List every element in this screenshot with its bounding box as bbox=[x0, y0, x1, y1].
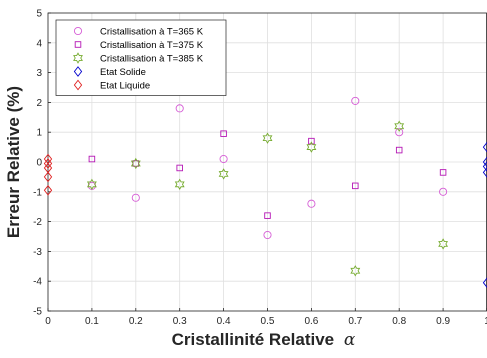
x-axis-symbol: α bbox=[344, 330, 356, 350]
legend-entry: Cristallisation à T=385 K bbox=[73, 52, 204, 64]
y-tick-label: -4 bbox=[33, 277, 42, 288]
data-point bbox=[394, 120, 405, 132]
data-point bbox=[176, 164, 183, 172]
x-axis-label: Cristallinité Relative bbox=[172, 330, 335, 349]
data-point bbox=[395, 128, 404, 137]
x-tick-label: 0 bbox=[45, 316, 51, 327]
x-tick-label: 1 bbox=[484, 316, 487, 327]
data-point bbox=[131, 193, 140, 202]
data-point bbox=[262, 132, 273, 144]
legend-marker bbox=[73, 66, 83, 77]
data-point bbox=[439, 169, 447, 176]
data-point bbox=[43, 171, 53, 183]
y-tick-label: -5 bbox=[33, 307, 42, 318]
data-point bbox=[350, 265, 361, 277]
data-point bbox=[43, 158, 53, 169]
data-point bbox=[306, 141, 317, 153]
data-point bbox=[308, 137, 315, 145]
x-tick-label: 0.3 bbox=[173, 316, 187, 327]
x-axis-title: Cristallinité Relative α bbox=[172, 330, 356, 350]
x-tick-label: 0.7 bbox=[348, 316, 362, 327]
legend-entry: Etat Solide bbox=[73, 66, 146, 78]
data-point bbox=[395, 146, 403, 154]
legend-label: Cristallisation à T=365 K bbox=[100, 26, 204, 37]
data-point bbox=[352, 182, 359, 190]
data-point bbox=[219, 154, 228, 164]
data-point bbox=[482, 167, 487, 178]
y-tick-label: 2 bbox=[36, 98, 42, 109]
y-tick-label: 3 bbox=[36, 68, 42, 79]
legend: Cristallisation à T=365 K Cristallisation… bbox=[55, 19, 227, 96]
data-point bbox=[307, 199, 316, 208]
data-points bbox=[43, 96, 487, 289]
data-point bbox=[482, 161, 487, 172]
x-tick-label: 0.5 bbox=[261, 316, 275, 327]
series-4 bbox=[482, 141, 487, 289]
x-tick-label: 0.8 bbox=[392, 316, 406, 327]
legend-marker bbox=[73, 79, 83, 91]
data-point bbox=[264, 212, 271, 219]
legend-marker bbox=[74, 41, 82, 48]
data-point bbox=[175, 104, 184, 113]
data-point bbox=[482, 277, 487, 289]
legend-marker bbox=[73, 52, 83, 64]
legend-marker bbox=[73, 26, 83, 36]
data-point bbox=[86, 178, 97, 191]
legend-label: Cristallisation à T=385 K bbox=[100, 53, 204, 64]
data-point bbox=[88, 155, 96, 163]
data-point bbox=[263, 230, 272, 240]
legend-label: Cristallisation à T=375 K bbox=[100, 40, 204, 51]
y-tick-label: -3 bbox=[33, 247, 42, 258]
legend-box bbox=[55, 19, 227, 96]
legend-label: Etat Liquide bbox=[100, 80, 150, 91]
legend-entry: Cristallisation à T=375 K bbox=[74, 40, 204, 51]
data-point bbox=[218, 168, 229, 180]
legend-label: Etat Solide bbox=[100, 67, 146, 78]
data-point bbox=[220, 130, 227, 137]
data-point bbox=[482, 156, 487, 168]
x-tick-label: 0.2 bbox=[129, 316, 143, 327]
y-tick-label: 4 bbox=[36, 38, 42, 49]
data-point bbox=[130, 157, 141, 170]
y-tick-label: 1 bbox=[36, 128, 42, 139]
legend-entry: Etat Liquide bbox=[73, 79, 150, 91]
data-point bbox=[174, 178, 185, 191]
y-tick-label: 0 bbox=[36, 158, 42, 169]
y-tick-label: -1 bbox=[33, 187, 42, 198]
y-tick-label: -2 bbox=[33, 217, 42, 228]
x-tick-label: 0.4 bbox=[217, 316, 231, 327]
data-point bbox=[43, 184, 53, 196]
x-tick-label: 0.9 bbox=[436, 316, 450, 327]
x-tick-label: 0.6 bbox=[304, 316, 318, 327]
data-point bbox=[439, 187, 448, 196]
series-3 bbox=[86, 120, 449, 277]
axis-ticks: 0 0.1 0.2 0.3 0.4 0.5 0.6 0.7 0.8 0.9 1 -5 -4 -3 -2 -1 0… bbox=[33, 9, 487, 327]
data-point bbox=[438, 238, 449, 250]
data-point bbox=[351, 96, 360, 105]
data-point bbox=[482, 141, 487, 153]
series-1 bbox=[87, 96, 448, 240]
series-5 bbox=[43, 153, 53, 196]
x-tick-label: 0.1 bbox=[85, 316, 99, 327]
y-axis-title: Erreur Relative (%) bbox=[4, 86, 23, 238]
y-tick-label: 5 bbox=[36, 9, 42, 20]
legend-entry: Cristallisation à T=365 K bbox=[73, 26, 204, 37]
